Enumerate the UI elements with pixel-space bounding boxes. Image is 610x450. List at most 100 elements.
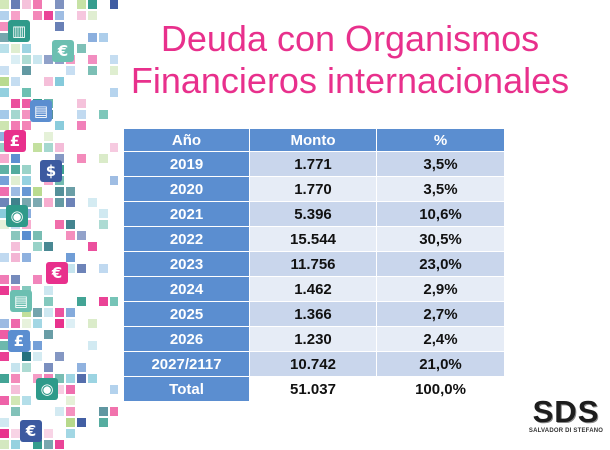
header-year: Año <box>123 128 250 152</box>
table-row: 2025 1.366 2,7% <box>123 301 505 327</box>
hand-coin-icon: ◉ <box>6 205 28 227</box>
mosaic-tile <box>110 88 118 97</box>
mosaic-tile <box>0 22 9 31</box>
mosaic-tile <box>11 11 20 20</box>
mosaic-tile <box>77 374 86 383</box>
mosaic-tile <box>0 44 9 53</box>
mosaic-tile <box>66 220 75 229</box>
mosaic-tile <box>66 418 75 427</box>
mosaic-tile <box>0 209 9 218</box>
percent-cell: 2,4% <box>376 326 505 352</box>
mosaic-tile <box>44 429 53 438</box>
mosaic-tile <box>0 396 9 405</box>
mosaic-tile <box>77 418 86 427</box>
mosaic-tile <box>66 231 75 240</box>
table-row: 2027/2117 10.742 21,0% <box>123 351 505 377</box>
year-cell: 2019 <box>123 151 250 177</box>
mosaic-tile <box>66 429 75 438</box>
table-row: 2024 1.462 2,9% <box>123 276 505 302</box>
mosaic-tile <box>0 253 9 262</box>
mosaic-tile <box>110 66 118 75</box>
mosaic-tile <box>33 440 42 449</box>
percent-cell: 3,5% <box>376 176 505 202</box>
percent-cell: 23,0% <box>376 251 505 277</box>
mosaic-tile <box>110 297 118 306</box>
mosaic-tile <box>22 352 31 361</box>
mosaic-tile <box>0 121 9 130</box>
debt-table: Año Monto % 2019 1.771 3,5% 2020 1.770 3,5% 20… <box>123 128 505 402</box>
mosaic-tile <box>11 110 20 119</box>
mosaic-tile <box>11 275 20 284</box>
mosaic-tile <box>44 11 53 20</box>
mosaic-tile <box>33 11 42 20</box>
year-cell: Total <box>123 376 250 402</box>
mosaic-tile <box>110 407 118 416</box>
mosaic-tile <box>22 0 31 9</box>
mosaic-tile <box>0 352 9 361</box>
mosaic-tile <box>99 154 108 163</box>
mosaic-tile <box>0 418 9 427</box>
mosaic-tile <box>0 88 9 97</box>
mosaic-tile <box>55 143 64 152</box>
mosaic-tile <box>0 374 9 383</box>
mosaic-tile <box>44 363 53 372</box>
mosaic-tile <box>77 231 86 240</box>
mosaic-tile <box>55 374 64 383</box>
mosaic-tile <box>33 352 42 361</box>
decorative-mosaic: ▥ € ▤ £ $ ◉ € ▤ £ ◉ € <box>0 0 118 450</box>
mosaic-tile <box>0 187 9 196</box>
mosaic-tile <box>33 165 42 174</box>
logo-mark: SDS <box>532 394 600 429</box>
mosaic-tile <box>99 220 108 229</box>
mosaic-tile <box>55 0 64 9</box>
mosaic-tile <box>66 319 75 328</box>
amount-cell: 1.366 <box>249 301 377 327</box>
amount-cell: 1.230 <box>249 326 377 352</box>
mosaic-tile <box>11 176 20 185</box>
mosaic-tile <box>33 187 42 196</box>
mosaic-tile <box>55 11 64 20</box>
title-line-1: Deuda con Organismos <box>160 18 540 59</box>
mosaic-tile <box>33 231 42 240</box>
mosaic-tile <box>55 319 64 328</box>
mosaic-tile <box>0 286 9 295</box>
hand-coin-icon: ◉ <box>36 378 58 400</box>
amount-cell: 1.462 <box>249 276 377 302</box>
mosaic-tile <box>11 44 20 53</box>
chart-icon: ▥ <box>8 20 30 42</box>
mosaic-tile <box>22 55 31 64</box>
total-row: Total 51.037 100,0% <box>123 376 505 402</box>
mosaic-tile <box>22 176 31 185</box>
mosaic-tile <box>55 385 64 394</box>
mosaic-tile <box>33 88 42 97</box>
table-row: 2026 1.230 2,4% <box>123 326 505 352</box>
mosaic-tile <box>22 231 31 240</box>
percent-cell: 100,0% <box>376 376 505 402</box>
mosaic-tile <box>55 22 64 31</box>
mosaic-tile <box>11 77 20 86</box>
euro-icon: € <box>52 40 74 62</box>
mosaic-tile <box>66 253 75 262</box>
euro-icon: € <box>20 420 42 442</box>
mosaic-tile <box>44 55 53 64</box>
mosaic-tile <box>44 286 53 295</box>
mosaic-tile <box>22 363 31 372</box>
percent-cell: 21,0% <box>376 351 505 377</box>
mosaic-tile <box>55 77 64 86</box>
table-row: 2021 5.396 10,6% <box>123 201 505 227</box>
mosaic-tile <box>0 11 9 20</box>
header-percent: % <box>376 128 505 152</box>
mosaic-tile <box>77 154 86 163</box>
mosaic-tile <box>55 154 64 163</box>
mosaic-tile <box>110 0 118 9</box>
mosaic-tile <box>110 176 118 185</box>
title-line-2: Financieros internacionales <box>130 60 570 101</box>
sds-logo: SDS SALVADOR DI STEFANO <box>528 394 604 434</box>
mosaic-tile <box>11 242 20 251</box>
mosaic-tile <box>11 407 20 416</box>
mosaic-tile <box>88 55 97 64</box>
mosaic-tile <box>66 66 75 75</box>
mosaic-tile <box>44 297 53 306</box>
page-title: Deuda con Organismos Financieros interna… <box>95 18 605 102</box>
money-icon: ▤ <box>10 290 32 312</box>
